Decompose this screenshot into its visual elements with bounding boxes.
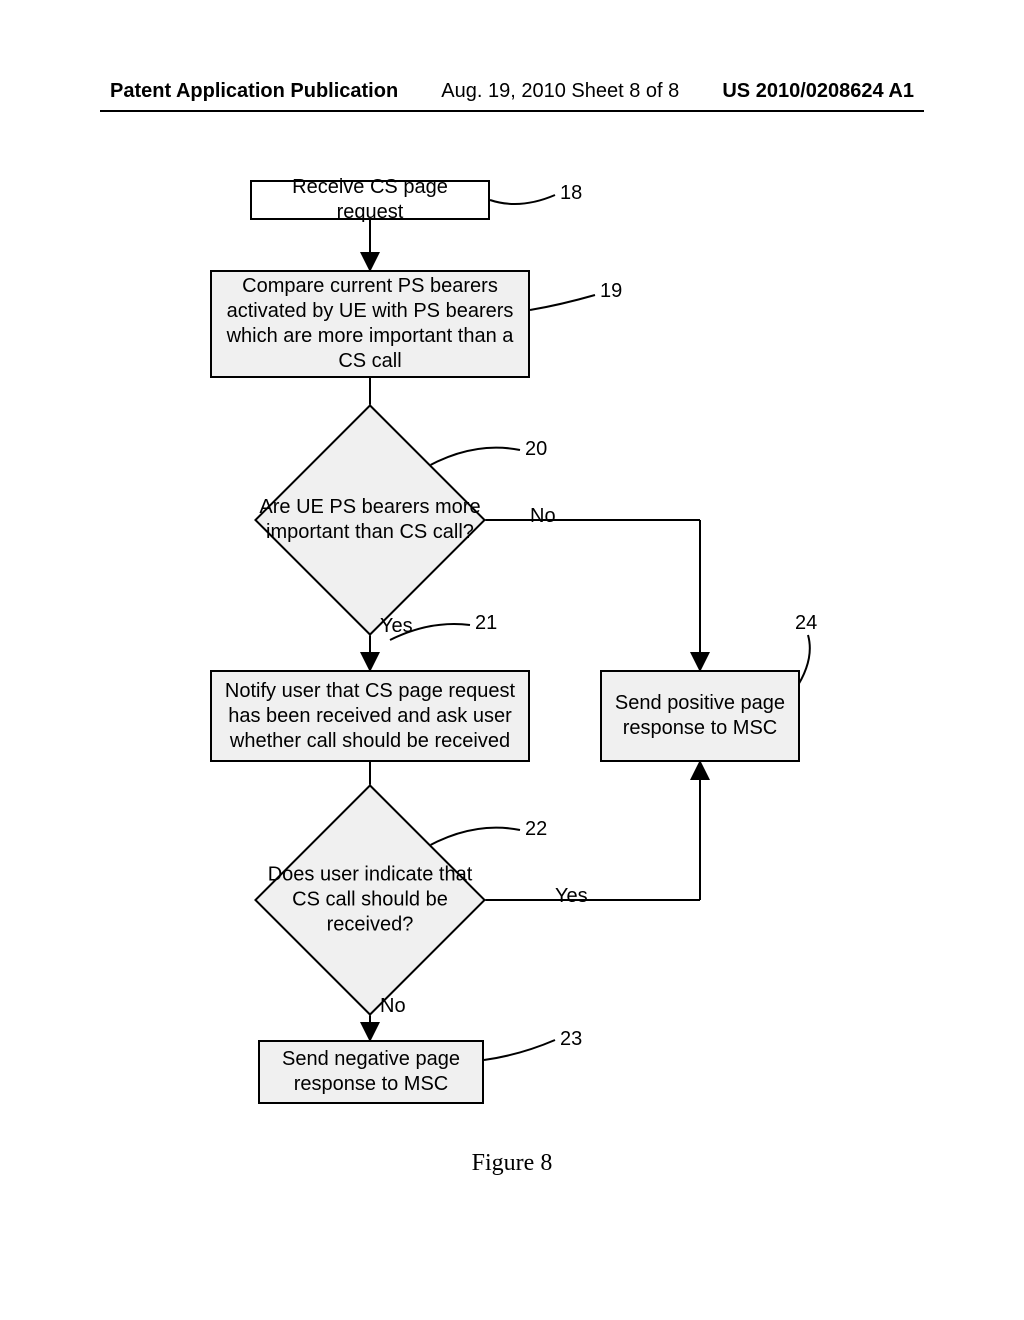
decision-user-accept: Does user indicate that CS call should b… — [288, 818, 452, 982]
header-left: Patent Application Publication — [110, 80, 398, 103]
step-text: Send negative page response to MSC — [270, 1047, 472, 1097]
flowchart: Receive CS page request 18 Compare curre… — [0, 160, 1024, 1160]
header-rule — [100, 110, 924, 112]
edge-no-20: No — [530, 505, 556, 528]
step-notify-user: Notify user that CS page request has bee… — [210, 670, 530, 762]
step-text: Send positive page response to MSC — [612, 691, 788, 741]
ref-19: 19 — [600, 280, 622, 303]
ref-18: 18 — [560, 182, 582, 205]
header-mid: Aug. 19, 2010 Sheet 8 of 8 — [441, 80, 679, 103]
figure-caption: Figure 8 — [0, 1150, 1024, 1177]
step-text: Notify user that CS page request has bee… — [222, 679, 518, 754]
edge-no-22: No — [380, 995, 406, 1018]
ref-20: 20 — [525, 438, 547, 461]
ref-24: 24 — [795, 612, 817, 635]
page-header: Patent Application Publication Aug. 19, … — [0, 80, 1024, 103]
header-right: US 2010/0208624 A1 — [722, 80, 914, 103]
edge-yes-20: Yes — [380, 615, 413, 638]
ref-22: 22 — [525, 818, 547, 841]
step-text: Compare current PS bearers activated by … — [222, 274, 518, 374]
step-receive-request: Receive CS page request — [250, 180, 490, 220]
step-text: Receive CS page request — [262, 175, 478, 225]
decision-bearers-important: Are UE PS bearers more important than CS… — [288, 438, 452, 602]
decision-text: Does user indicate that CS call should b… — [255, 863, 485, 938]
step-send-negative: Send negative page response to MSC — [258, 1040, 484, 1104]
ref-23: 23 — [560, 1028, 582, 1051]
ref-21: 21 — [475, 612, 497, 635]
step-compare-bearers: Compare current PS bearers activated by … — [210, 270, 530, 378]
decision-text: Are UE PS bearers more important than CS… — [255, 495, 485, 545]
step-send-positive: Send positive page response to MSC — [600, 670, 800, 762]
page: Patent Application Publication Aug. 19, … — [0, 0, 1024, 1320]
edge-yes-22: Yes — [555, 885, 588, 908]
